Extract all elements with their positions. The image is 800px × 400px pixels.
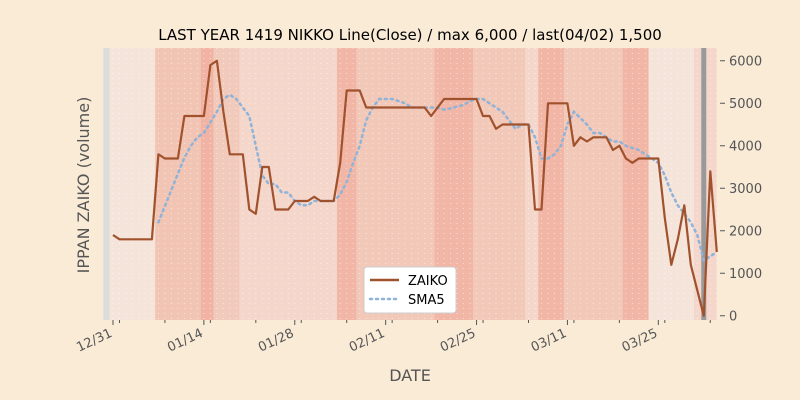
background-band — [622, 48, 649, 320]
y-axis: 0 1000 2000 3000 4000 5000 6000 — [720, 54, 762, 324]
y-tick-label: 2000 — [729, 224, 762, 239]
background-band — [473, 48, 526, 320]
legend-label-sma5: SMA5 — [408, 293, 445, 308]
grid-dots — [112, 48, 718, 320]
x-tick-label: 03/25 — [620, 326, 660, 355]
x-tick-label: 03/11 — [529, 326, 569, 355]
y-tick-label: 0 — [729, 309, 737, 324]
y-tick-label: 5000 — [729, 97, 762, 112]
x-tick-label: 01/28 — [256, 326, 296, 355]
y-tick-label: 4000 — [729, 139, 762, 154]
legend-label-zaiko: ZAIKO — [408, 274, 448, 289]
background-band — [525, 48, 539, 320]
y-axis-label: IPPAN ZAIKO (volume) — [74, 97, 93, 274]
x-axis-label: DATE — [389, 366, 431, 385]
x-tick-label: 02/25 — [438, 326, 478, 355]
x-tick-label: 01/14 — [165, 326, 205, 355]
legend-box — [363, 266, 457, 314]
series-line-zaiko — [112, 59, 718, 317]
legend: ZAIKO SMA5 — [363, 266, 457, 314]
x-tick-label: 12/31 — [74, 326, 114, 355]
background-bands — [103, 48, 717, 320]
background-band — [103, 48, 110, 320]
x-axis: 12/31 01/14 01/28 02/11 02/25 03/11 03/25 — [74, 320, 711, 355]
y-tick-label: 3000 — [729, 182, 762, 197]
background-band — [213, 48, 240, 320]
x-tick-label: 02/11 — [347, 326, 387, 355]
y-tick-label: 1000 — [729, 267, 762, 282]
chart-title: LAST YEAR 1419 NIKKO Line(Close) / max 6… — [158, 26, 662, 44]
y-tick-label: 6000 — [729, 54, 762, 69]
